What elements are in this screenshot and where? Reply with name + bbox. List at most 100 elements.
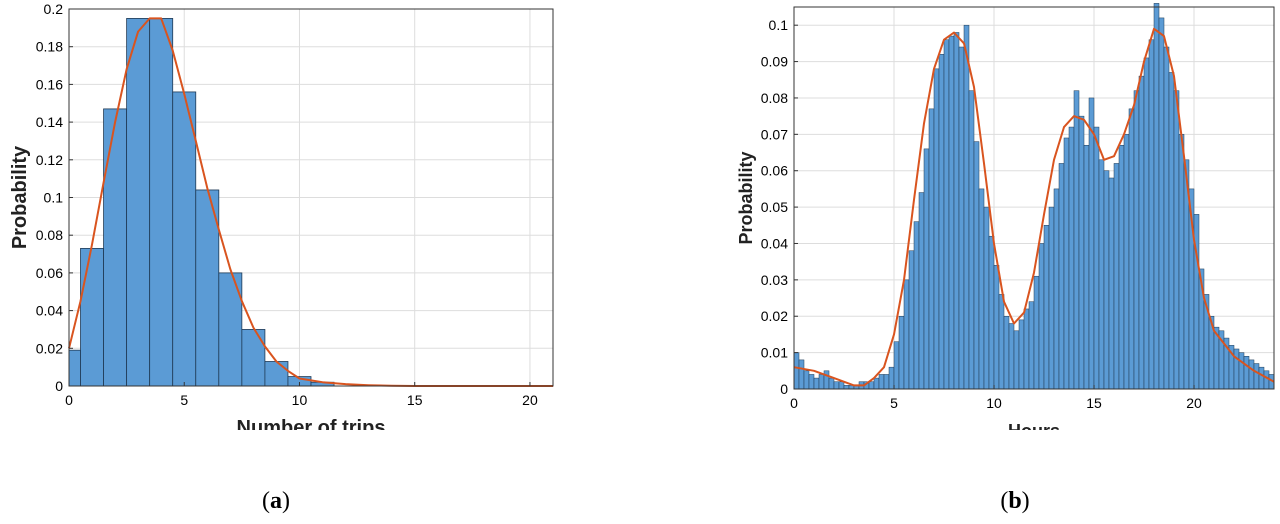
histogram-bar xyxy=(918,192,925,390)
fit-curve xyxy=(793,27,1275,387)
y-tick-label: 0.07 xyxy=(761,126,788,142)
histogram-bar xyxy=(1158,17,1165,390)
y-tick-label: 0.08 xyxy=(36,227,63,243)
histogram-bar xyxy=(1258,366,1265,390)
histogram-bar xyxy=(893,341,900,390)
histogram-bar xyxy=(923,148,930,390)
fit-curve xyxy=(68,17,553,387)
histogram-bar xyxy=(963,24,970,390)
x-tick-label: 0 xyxy=(790,395,798,411)
histogram-bar xyxy=(264,361,289,387)
histogram-bar xyxy=(1093,126,1100,390)
x-tick-label: 0 xyxy=(65,392,73,408)
histogram-bar xyxy=(1008,323,1015,390)
trips-histogram-chart: 0 5 10 15 20 0 0.02 0.04 0.06 0.08 0.1 0.12 0.14 0.16… xyxy=(0,0,580,439)
x-tick-label: 10 xyxy=(292,392,308,408)
histogram-bar xyxy=(888,366,895,390)
histogram-bar xyxy=(903,279,910,390)
histogram-bar xyxy=(1023,308,1030,390)
histogram-bar xyxy=(908,250,915,390)
histogram-bar xyxy=(1003,315,1010,390)
histogram-bar xyxy=(998,294,1005,390)
histogram-bar xyxy=(1128,108,1135,390)
histogram-bar xyxy=(1063,137,1070,390)
caption-a: (a) xyxy=(262,488,290,514)
histogram-bar xyxy=(1103,170,1110,390)
histogram-bar xyxy=(928,108,935,390)
histogram-bar xyxy=(803,370,810,390)
histogram-bar xyxy=(968,90,975,390)
histogram-bar xyxy=(898,315,905,390)
histogram-bar xyxy=(1233,348,1240,390)
y-tick-label: 0.04 xyxy=(36,303,63,319)
histogram-bar xyxy=(1053,188,1060,390)
histogram-bar xyxy=(958,46,965,390)
histogram-bar xyxy=(68,349,81,387)
y-tick-label: 0.04 xyxy=(761,235,788,251)
histogram-bar xyxy=(1058,163,1065,390)
histogram-bar xyxy=(1163,46,1170,390)
histogram-bar xyxy=(172,91,197,387)
histogram-bar xyxy=(1038,243,1045,390)
y-axis-label: Probability xyxy=(9,145,31,249)
x-tick-label: 5 xyxy=(890,395,898,411)
histogram-bar xyxy=(1028,301,1035,390)
y-tick-label: 0.03 xyxy=(761,272,788,288)
histogram-bar xyxy=(953,32,960,390)
histogram-bar xyxy=(1173,90,1180,390)
x-tick-label: 10 xyxy=(986,395,1002,411)
histogram-bar xyxy=(149,18,174,387)
histogram-bar xyxy=(1148,39,1155,390)
caption-b: (b) xyxy=(1000,488,1030,514)
y-tick-label: 0.2 xyxy=(44,1,64,17)
histogram-bar xyxy=(1143,57,1150,390)
histogram-bar xyxy=(1083,144,1090,390)
x-tick-label: 20 xyxy=(522,392,538,408)
histogram-bar xyxy=(868,381,875,390)
chart-svg-1: 0 5 10 15 20 0 0.01 0.02 0.03 0.04 0.05 0.06 0.07 0.0… xyxy=(736,3,1275,441)
y-tick-label: 0.18 xyxy=(36,39,63,55)
x-tick-label: 15 xyxy=(407,392,423,408)
histogram-bar xyxy=(1108,177,1115,390)
chart-svg-0: 0 5 10 15 20 0 0.02 0.04 0.06 0.08 0.1 0.12 0.14 0.16… xyxy=(9,1,554,439)
y-tick-label: 0.08 xyxy=(761,90,788,106)
histogram-bar xyxy=(873,377,880,390)
histogram-bar xyxy=(126,18,151,387)
y-axis-label: Probability xyxy=(736,151,756,244)
histogram-bar xyxy=(833,381,840,390)
histogram-bar xyxy=(978,188,985,390)
histogram-bar xyxy=(1043,225,1050,390)
histogram-bar xyxy=(1113,163,1120,390)
histogram-bar xyxy=(1263,370,1270,390)
histogram-bar xyxy=(1068,126,1075,390)
histogram-bar xyxy=(793,352,800,390)
y-tick-label: 0.14 xyxy=(36,114,63,130)
histogram-bar xyxy=(1018,319,1025,390)
histogram-bar xyxy=(1048,206,1055,390)
y-tick-label: 0.1 xyxy=(44,190,64,206)
histogram-bar xyxy=(80,247,104,387)
histogram-bar xyxy=(241,329,266,387)
histogram-bar xyxy=(1248,359,1255,390)
histogram-bar xyxy=(993,265,1000,390)
histogram-bar xyxy=(973,141,980,390)
bars xyxy=(68,18,335,387)
caption-b-letter: b xyxy=(1008,488,1022,514)
histogram-bar xyxy=(798,359,805,390)
histogram-bar xyxy=(1238,352,1245,390)
y-tick-label: 0.01 xyxy=(761,345,788,361)
histogram-bar xyxy=(813,377,820,390)
histogram-bar xyxy=(933,68,940,390)
histogram-bar xyxy=(1073,90,1080,390)
histogram-bar xyxy=(1253,363,1260,390)
histogram-bar xyxy=(878,374,885,390)
y-tick-label: 0.16 xyxy=(36,76,63,92)
histogram-bar xyxy=(948,35,955,390)
y-tick-label: 0.05 xyxy=(761,199,788,215)
y-tick-label: 0.02 xyxy=(36,340,63,356)
histogram-bar xyxy=(823,370,830,390)
histogram-bar xyxy=(1153,3,1160,390)
histogram-bar xyxy=(1243,356,1250,390)
histogram-bar xyxy=(1098,159,1105,390)
y-tick-label: 0.09 xyxy=(761,54,788,70)
